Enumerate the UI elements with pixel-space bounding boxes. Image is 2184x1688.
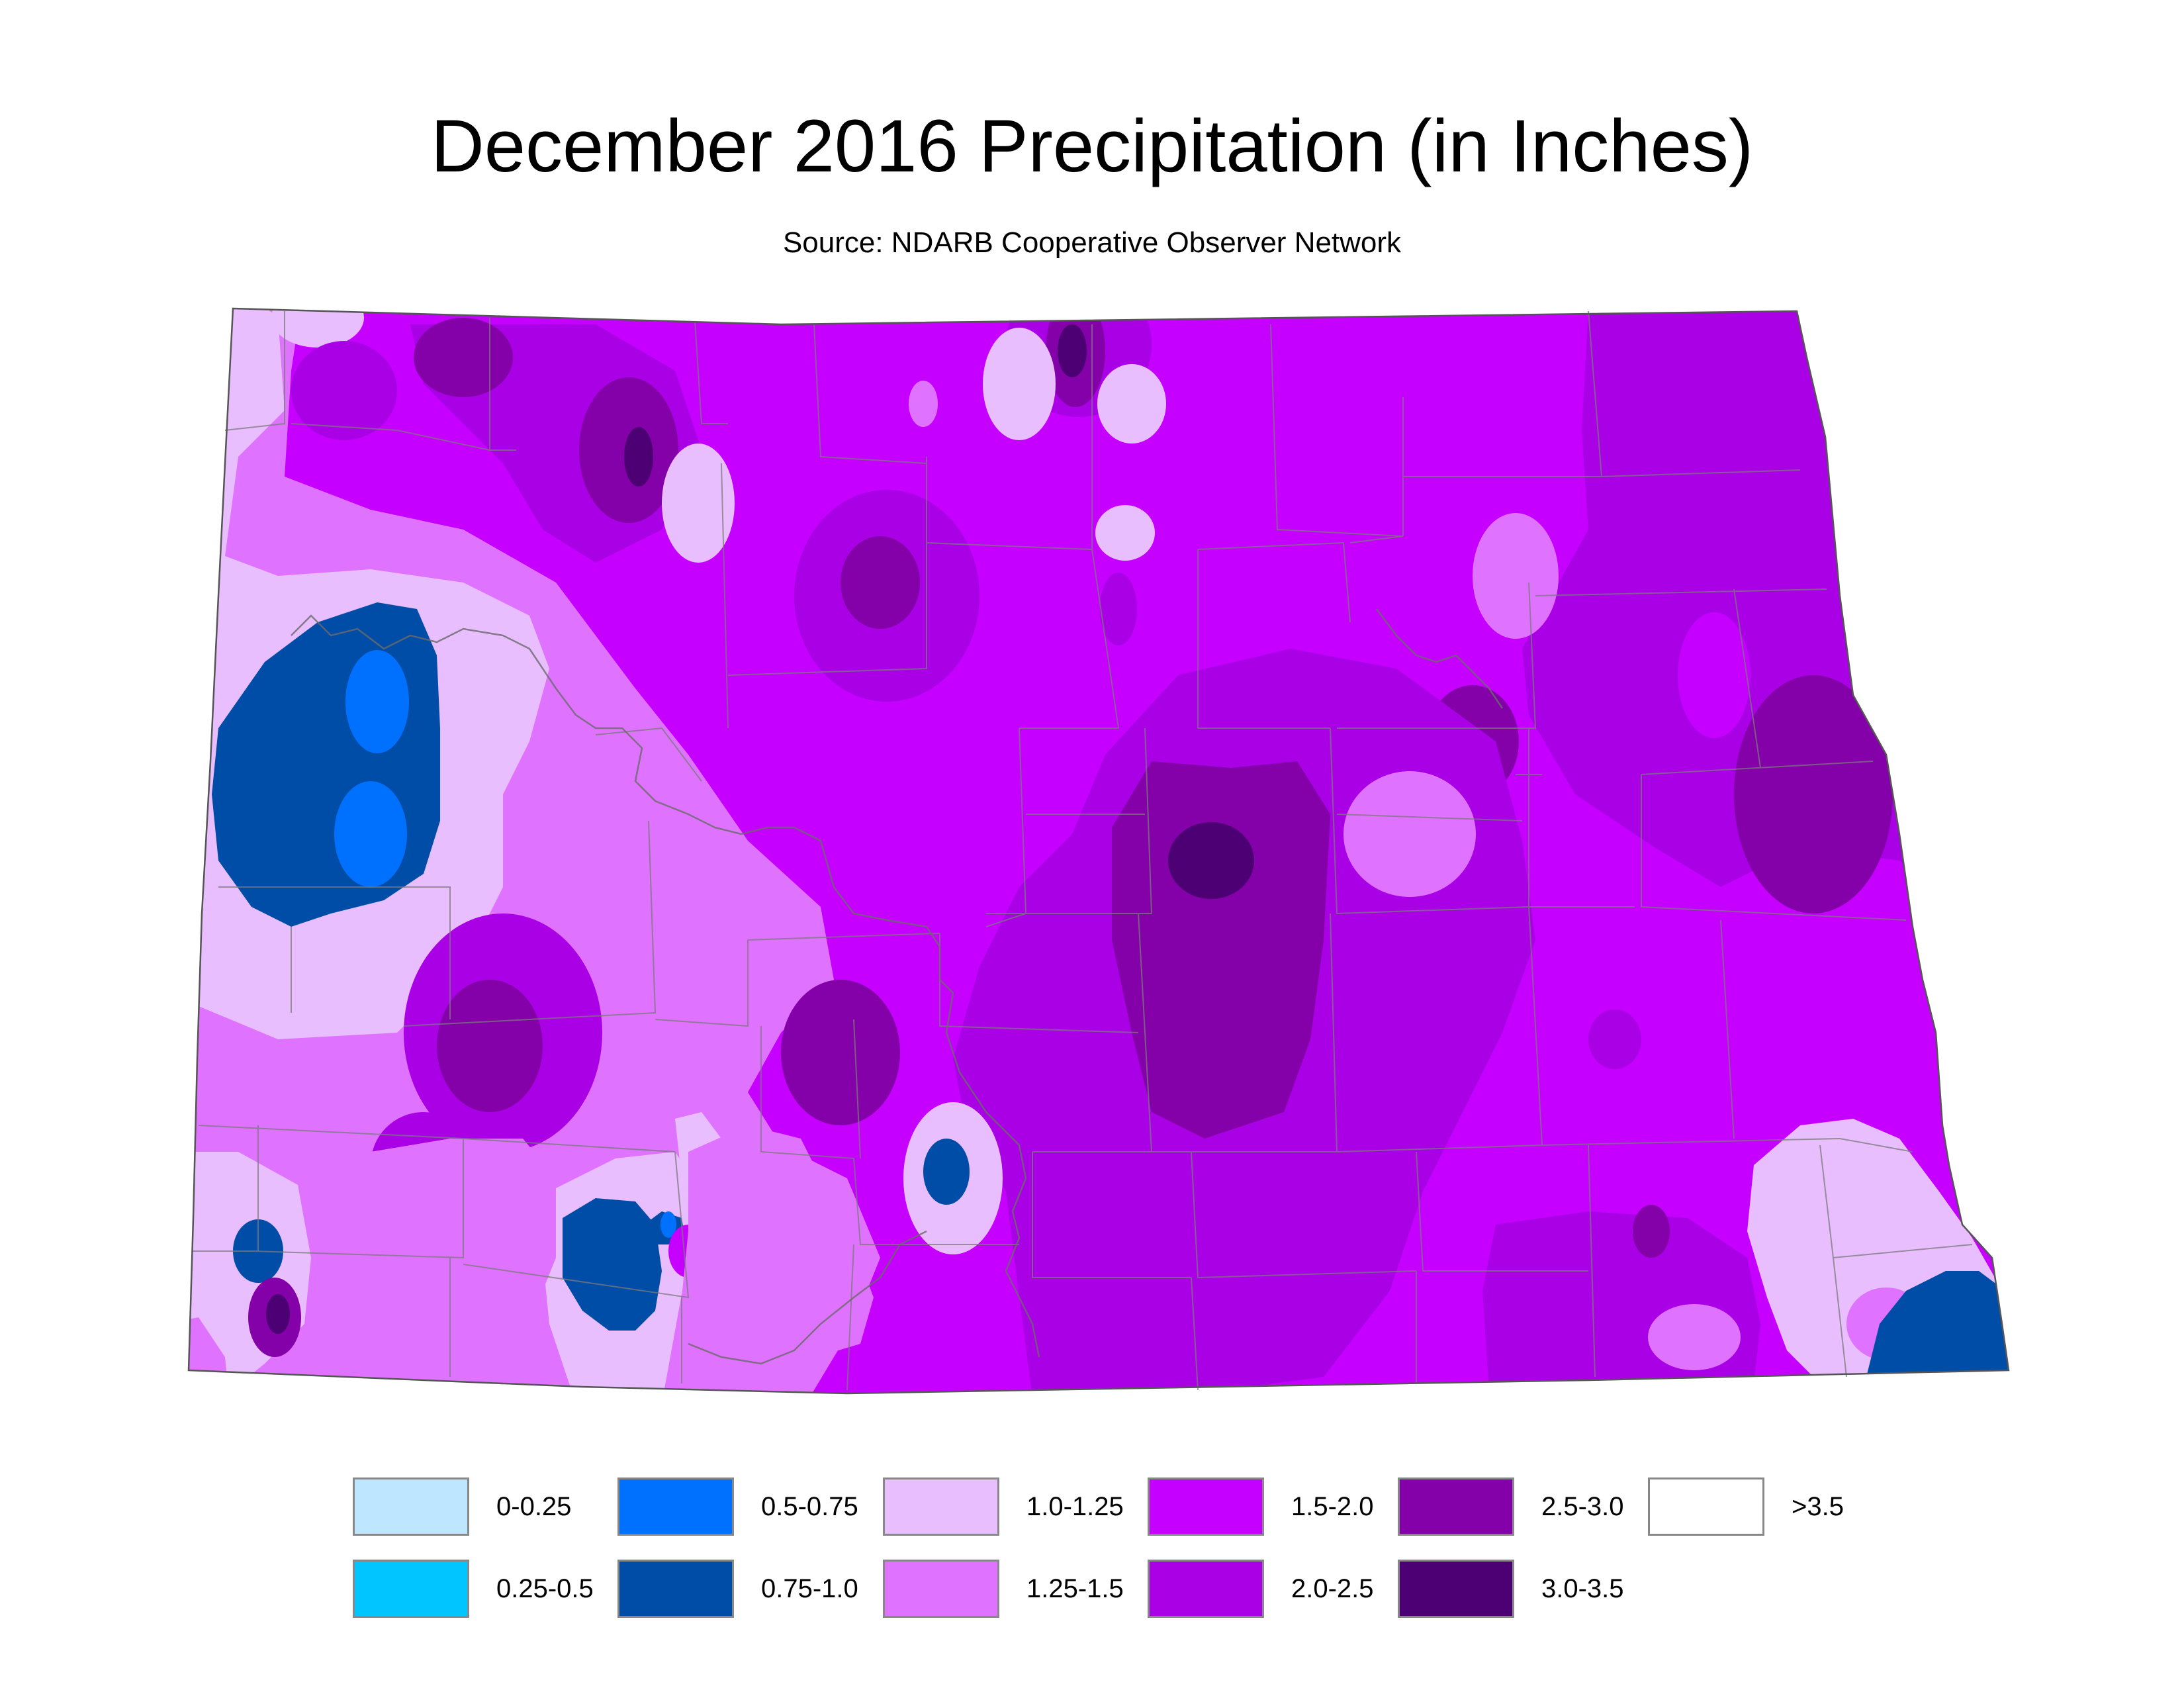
- legend-label: >3.5: [1792, 1492, 1844, 1521]
- legend-label: 1.25-1.5: [1026, 1574, 1124, 1603]
- legend-swatch: [1148, 1560, 1264, 1618]
- state-outline: [187, 307, 2010, 1395]
- legend-swatch: [353, 1477, 469, 1536]
- legend-swatch: [1398, 1560, 1514, 1618]
- legend-swatch: [883, 1477, 999, 1536]
- legend-swatch: [353, 1560, 469, 1618]
- legend-swatch: [1648, 1477, 1764, 1536]
- legend-swatch: [617, 1477, 734, 1536]
- legend-label: 0.25-0.5: [496, 1574, 594, 1603]
- legend-label: 1.0-1.25: [1026, 1492, 1124, 1521]
- map-subtitle: Source: NDARB Cooperative Observer Netwo…: [782, 226, 1402, 259]
- legend-label: 2.0-2.5: [1291, 1574, 1374, 1603]
- legend-label: 1.5-2.0: [1291, 1492, 1374, 1521]
- legend-swatch: [617, 1560, 734, 1618]
- legend-swatch: [1148, 1477, 1264, 1536]
- legend-label: 0-0.25: [496, 1492, 572, 1521]
- river-lines: [291, 608, 1504, 1365]
- legend-swatch: [1398, 1477, 1514, 1536]
- county-boundaries: [192, 310, 1973, 1391]
- legend-swatch: [883, 1560, 999, 1618]
- legend-label: 0.5-0.75: [761, 1492, 858, 1521]
- legend-label: 0.75-1.0: [761, 1574, 858, 1603]
- legend-label: 3.0-3.5: [1541, 1574, 1624, 1603]
- map-title: December 2016 Precipitation (in Inches): [430, 105, 1754, 187]
- legend-label: 2.5-3.0: [1541, 1492, 1624, 1521]
- precipitation-fill: [189, 308, 2009, 1393]
